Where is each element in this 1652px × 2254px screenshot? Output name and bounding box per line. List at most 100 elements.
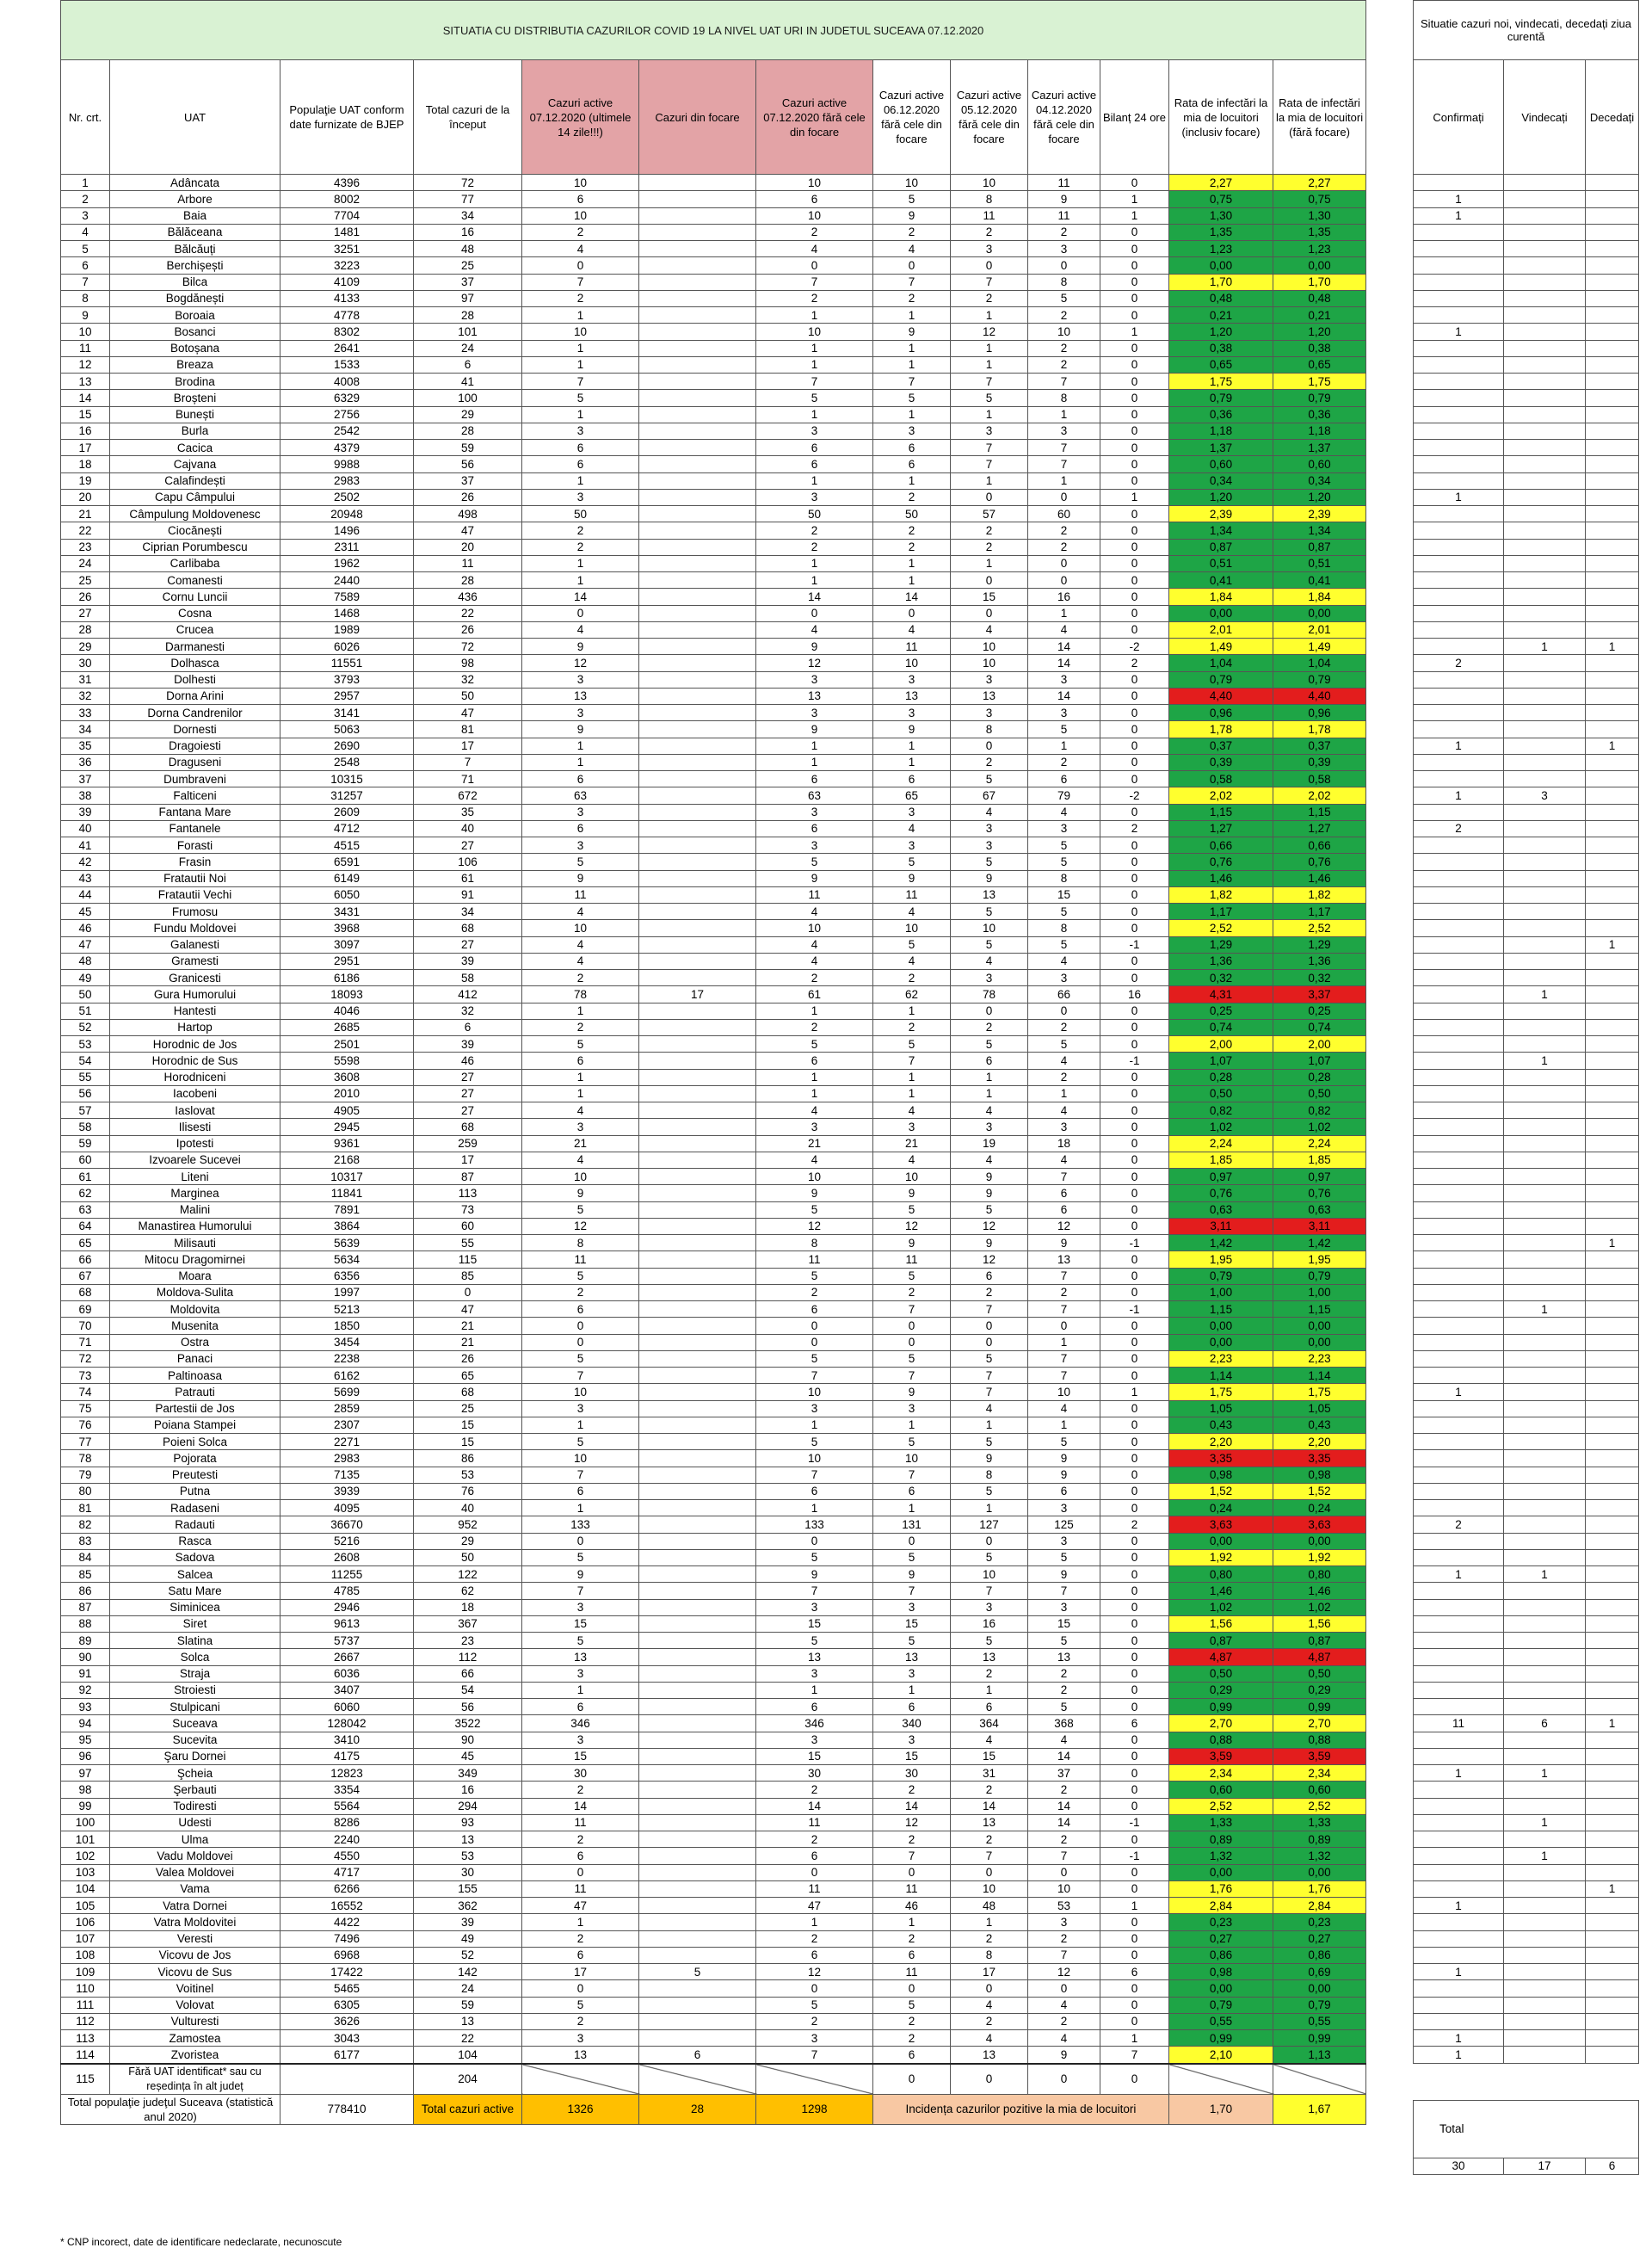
cell-active-05-12: 0: [950, 256, 1028, 275]
side-header-deceased: Decedați: [1584, 59, 1640, 175]
cell-uat: Pojorata: [109, 1449, 280, 1467]
cell-active-06-12: 1: [872, 753, 951, 772]
cell-rate-excl: 1,34: [1272, 522, 1367, 540]
cell-population: 11255: [280, 1565, 414, 1584]
cell-outbreak: [638, 504, 756, 523]
cell-active-04-12: 5: [1027, 1697, 1100, 1716]
cell-uat: Forasti: [109, 836, 280, 855]
cell-rate-excl: 1,35: [1272, 223, 1367, 242]
side-cell-deceased: [1584, 256, 1640, 275]
cell-uat: Satu Mare: [109, 1582, 280, 1600]
cell-outbreak: [638, 339, 756, 357]
cell-outbreak: [638, 869, 756, 887]
side-row: [1413, 968, 1640, 987]
cell-active-04-12: 0: [1027, 1979, 1100, 1998]
cell-uat: Putna: [109, 1482, 280, 1501]
side-cell-confirmed: [1413, 1863, 1504, 1881]
side-cell-confirmed: [1413, 1781, 1504, 1799]
cell-uat: Poiana Stampei: [109, 1416, 280, 1435]
cell-outbreak: [638, 1184, 756, 1202]
cell-nr: 3: [60, 207, 110, 225]
cell-active-without-outbreaks: 61: [755, 985, 873, 1003]
table-row: 11 Botoșana 2641 24 1 1 1 1 2 0 0,38 0,38: [60, 339, 1367, 357]
cell-outbreak: [638, 1482, 756, 1501]
cell-active-05-12: 2: [950, 1830, 1028, 1849]
cell-active-14: 2: [521, 1018, 639, 1037]
cell-nr: 92: [60, 1681, 110, 1700]
cell-balance-24h: 0: [1100, 1317, 1169, 1335]
side-cell-deceased: [1584, 239, 1640, 258]
side-row: [1413, 1151, 1640, 1170]
cell-rate-incl: 1,95: [1168, 1251, 1273, 1269]
cell-active-06-12: 1: [872, 571, 951, 590]
cell-active-14: 4: [521, 239, 639, 258]
cell-outbreak: [638, 1034, 756, 1053]
side-header-confirmed: Confirmați: [1413, 59, 1504, 175]
cell-total-cases: 32: [413, 1002, 522, 1020]
cell-active-without-outbreaks: 13: [755, 1648, 873, 1666]
side-cell-deceased: [1584, 985, 1640, 1003]
cell-active-06-12: 15: [872, 1747, 951, 1766]
cell-uat: Hantesti: [109, 1002, 280, 1020]
side-cell-deceased: [1584, 1482, 1640, 1501]
side-row: [1413, 1317, 1640, 1335]
cell-active-04-12: 14: [1027, 687, 1100, 706]
cell-active-04-12: 7: [1027, 1167, 1100, 1186]
cell-active-04-12: 4: [1027, 1052, 1100, 1070]
cell-active-05-12: 7: [950, 1383, 1028, 1401]
cell-balance-24h: 0: [1100, 687, 1169, 706]
side-row: [1413, 720, 1640, 738]
cell-rate-incl: 2,52: [1168, 1797, 1273, 1815]
cell-uat: Sadova: [109, 1548, 280, 1567]
side-cell-recovered: [1503, 273, 1586, 291]
cell-outbreak: [638, 455, 756, 473]
side-cell-recovered: [1503, 1930, 1586, 1948]
cell-population: 6305: [280, 1996, 414, 2014]
header-active-14-days: Cazuri active 07.12.2020 (ultimele 14 zi…: [521, 59, 639, 175]
cell-uat: Voitinel: [109, 1979, 280, 1998]
cell-rate-incl: 0,99: [1168, 2029, 1273, 2047]
cell-rate-excl: 0,39: [1272, 753, 1367, 772]
cell-active-without-outbreaks: 1: [755, 1498, 873, 1517]
side-row: [1413, 886, 1640, 905]
side-cell-recovered: [1503, 703, 1586, 722]
cell-active-04-12: 16: [1027, 588, 1100, 606]
cell-outbreak: [638, 1217, 756, 1236]
cell-uat: Zvoristea: [109, 2046, 280, 2065]
incidence-rate-incl: 1,70: [1168, 2093, 1273, 2125]
cell-rate-incl: 3,63: [1168, 1516, 1273, 1534]
cell-total-cases: 73: [413, 1201, 522, 1219]
cell-active-04-12: 12: [1027, 1962, 1100, 1981]
side-cell-recovered: [1503, 687, 1586, 706]
cell-rate-incl: 0,79: [1168, 1996, 1273, 2014]
cell-uat: Straja: [109, 1664, 280, 1683]
header-rate-excl-outbreaks: Rata de infectări la mia de locuitori (f…: [1272, 59, 1367, 175]
cell-population: 2756: [280, 405, 414, 423]
cell-rate-incl: 0,75: [1168, 190, 1273, 208]
cell-population: 20948: [280, 504, 414, 523]
cell-uat: Dolhasca: [109, 654, 280, 672]
cell-active-without-outbreaks: 1: [755, 571, 873, 590]
header-population: Populaţie UAT conform date furnizate de …: [280, 59, 414, 175]
cell-outbreak: [638, 1582, 756, 1600]
cell-active-14: 13: [521, 2046, 639, 2065]
cell-population: 4905: [280, 1101, 414, 1120]
table-row: 7 Bilca 4109 37 7 7 7 7 8 0 1,70 1,70: [60, 273, 1367, 291]
side-cell-deceased: [1584, 1946, 1640, 1965]
cell-active-05-12: 16: [950, 1615, 1028, 1633]
cell-rate-excl: 2,34: [1272, 1763, 1367, 1782]
cell-active-06-12: 1: [872, 554, 951, 573]
cell-balance-24h: 7: [1100, 2046, 1169, 2065]
cell-uat: Bălăceana: [109, 223, 280, 242]
cell-active-without-outbreaks: 6: [755, 819, 873, 838]
cell-active-06-12: 12: [872, 1217, 951, 1236]
table-row: 104 Vama 6266 155 11 11 11 10 10 0 1,76 1,76: [60, 1880, 1367, 1899]
cell-active-06-12: 4: [872, 952, 951, 971]
cell-active-14: 0: [521, 1532, 639, 1550]
cell-active-14: 0: [521, 1317, 639, 1335]
cell-rate-excl: 1,37: [1272, 438, 1367, 457]
row115-rate-incl: [1168, 2063, 1273, 2095]
table-row: 86 Satu Mare 4785 62 7 7 7 7 7 0 1,46 1,46: [60, 1582, 1367, 1600]
side-cell-confirmed: [1413, 670, 1504, 689]
cell-active-06-12: 2: [872, 1283, 951, 1302]
